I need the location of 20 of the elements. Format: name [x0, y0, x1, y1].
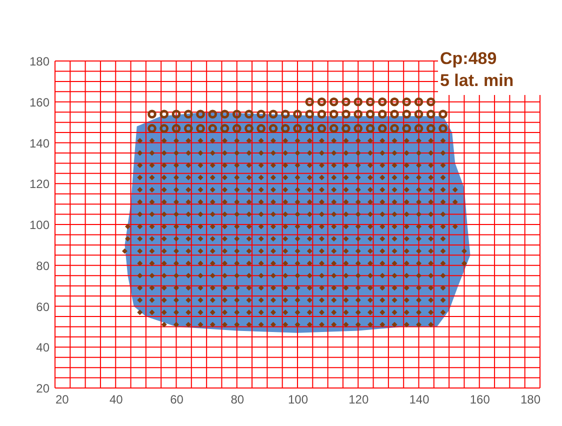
y-tick-label: 140	[29, 136, 50, 150]
x-tick-label: 100	[288, 392, 308, 406]
y-tick-label: 40	[36, 340, 50, 355]
x-tick-label: 180	[520, 392, 541, 406]
x-tick-label: 80	[230, 392, 244, 406]
y-tick-label: 60	[36, 300, 50, 314]
y-tick-label: 120	[29, 177, 50, 192]
y-tick-label: 20	[36, 382, 50, 396]
y-tick-label: 160	[29, 95, 50, 110]
y-tick-label: 80	[36, 258, 50, 273]
annotation: 5 lat. min	[440, 71, 514, 90]
x-tick-label: 20	[56, 392, 70, 406]
x-tick-label: 60	[170, 392, 184, 406]
x-tick-label: 160	[470, 392, 490, 406]
x-tick-label: 140	[409, 392, 430, 406]
x-tick-label: 120	[348, 392, 369, 406]
y-tick-label: 180	[29, 54, 50, 68]
y-tick-label: 100	[29, 218, 50, 232]
annotation: Cp:489	[440, 49, 497, 68]
x-tick-label: 40	[109, 392, 124, 406]
